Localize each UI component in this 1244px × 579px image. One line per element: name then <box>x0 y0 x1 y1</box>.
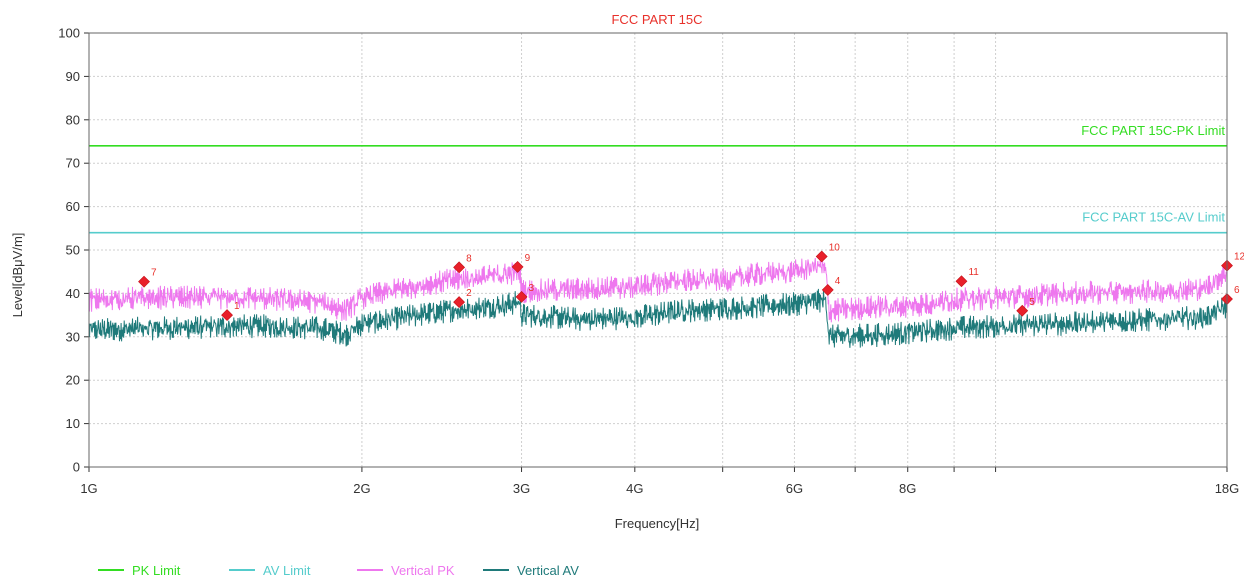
legend-vertical-pk: Vertical PK <box>357 563 455 578</box>
x-tick-label: 1G <box>80 481 97 496</box>
legend-vertical-av: Vertical AV <box>483 563 579 578</box>
legend-vertical-pk-label: Vertical PK <box>391 563 455 578</box>
marker-label-11: 11 <box>968 267 979 278</box>
y-tick-label: 90 <box>66 69 80 84</box>
legend-vertical-av-label: Vertical AV <box>517 563 579 578</box>
marker-11 <box>955 275 968 288</box>
text-layer: FCC PART 15C Frequency[Hz] Level[dBμV/m] <box>10 12 703 531</box>
marker-8 <box>453 261 466 274</box>
legend-av-limit-label: AV Limit <box>263 563 311 578</box>
y-tick-label: 60 <box>66 199 80 214</box>
y-tick-label: 30 <box>66 329 80 344</box>
grid-layer <box>88 32 1228 468</box>
legend-pk-limit: PK Limit <box>98 563 181 578</box>
marker-9 <box>511 261 524 273</box>
legend: PK Limit AV Limit Vertical PK Vertical AV <box>98 563 579 578</box>
axis-layer: 0 10 20 30 40 50 60 70 80 90 100 1G 2G 3G 4G 6G 8G 18G <box>58 26 1239 497</box>
series-layer <box>88 255 1228 348</box>
y-tick-label: 100 <box>58 26 80 41</box>
plot-frame <box>88 32 1228 468</box>
y-tick-label: 50 <box>66 243 80 258</box>
x-tick-label: 6G <box>786 481 803 496</box>
marker-label-2: 2 <box>466 288 472 299</box>
y-tick-label: 20 <box>66 373 80 388</box>
limit-layer: FCC PART 15C-PK Limit FCC PART 15C-AV Lim… <box>89 123 1227 234</box>
x-tick-label: 4G <box>626 481 643 496</box>
marker-label-10: 10 <box>829 243 841 254</box>
marker-7 <box>138 275 150 288</box>
y-tick-label: 0 <box>73 460 80 475</box>
y-axis-label: Level[dBμV/m] <box>10 233 25 318</box>
marker-label-7: 7 <box>151 268 157 279</box>
marker-label-3: 3 <box>529 283 535 294</box>
y-tick-label: 40 <box>66 286 80 301</box>
marker-label-5: 5 <box>1029 297 1035 308</box>
marker-label-8: 8 <box>466 253 472 264</box>
y-tick-label: 70 <box>66 156 80 171</box>
chart-title: FCC PART 15C <box>611 12 702 27</box>
x-tick-label: 8G <box>899 481 916 496</box>
vertical-pk-trace <box>88 255 1228 323</box>
pk-limit-label: FCC PART 15C-PK Limit <box>1081 123 1225 138</box>
x-axis-label: Frequency[Hz] <box>615 516 700 531</box>
y-tick-label: 80 <box>66 112 80 127</box>
marker-label-6: 6 <box>1234 285 1240 296</box>
marker-label-4: 4 <box>835 276 841 287</box>
marker-1 <box>221 309 233 322</box>
marker-5 <box>1016 304 1029 317</box>
x-tick-label: 2G <box>353 481 370 496</box>
legend-pk-limit-label: PK Limit <box>132 563 181 578</box>
marker-10 <box>815 250 828 263</box>
marker-4 <box>821 284 834 296</box>
legend-av-limit: AV Limit <box>229 563 311 578</box>
y-tick-label: 10 <box>66 416 80 431</box>
av-limit-label: FCC PART 15C-AV Limit <box>1082 210 1225 225</box>
marker-label-12: 12 <box>1234 252 1244 263</box>
x-tick-label: 18G <box>1215 481 1240 496</box>
vertical-av-trace <box>88 288 1228 348</box>
marker-label-1: 1 <box>234 301 240 312</box>
marker-3 <box>515 290 528 303</box>
marker-label-9: 9 <box>525 253 531 264</box>
marker-2 <box>453 296 466 309</box>
x-tick-label: 3G <box>513 481 530 496</box>
